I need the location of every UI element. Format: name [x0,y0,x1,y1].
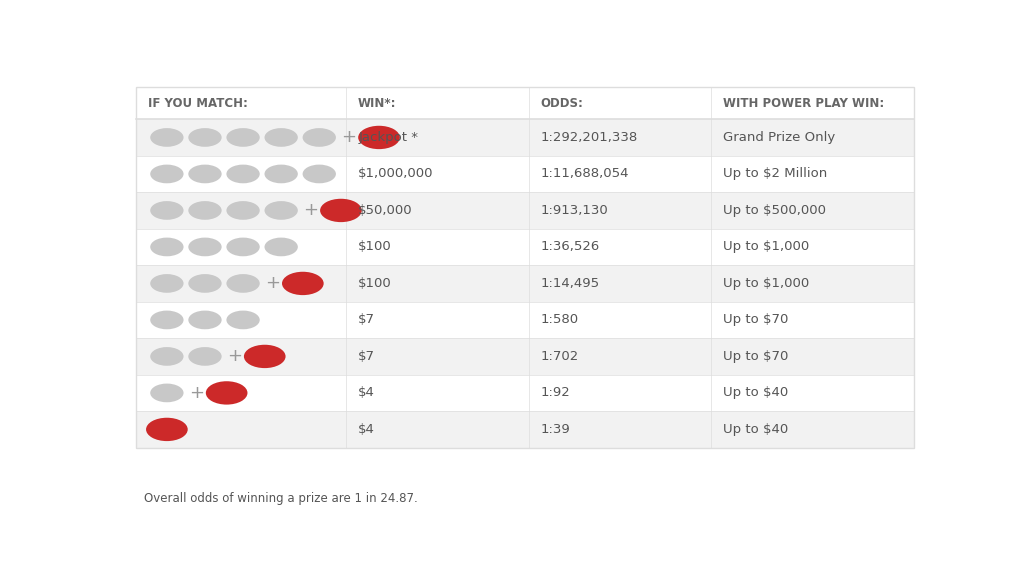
Text: Jackpot *: Jackpot * [358,131,418,144]
Text: ODDS:: ODDS: [541,97,584,110]
Circle shape [188,310,221,329]
Circle shape [226,165,260,183]
Circle shape [226,201,260,220]
Text: Grand Prize Only: Grand Prize Only [723,131,836,144]
Circle shape [206,381,248,405]
FancyBboxPatch shape [136,192,913,229]
Text: Up to $1,000: Up to $1,000 [723,277,809,290]
Text: Up to $2 Million: Up to $2 Million [723,168,827,180]
FancyBboxPatch shape [136,302,913,338]
Text: IF YOU MATCH:: IF YOU MATCH: [147,97,248,110]
Text: +: + [227,347,243,365]
Circle shape [264,238,298,256]
Circle shape [188,274,221,293]
Text: 1:913,130: 1:913,130 [541,204,608,217]
Text: $4: $4 [358,387,375,399]
Circle shape [151,238,183,256]
Text: +: + [303,202,318,220]
Text: +: + [189,384,204,402]
Text: Overall odds of winning a prize are 1 in 24.87.: Overall odds of winning a prize are 1 in… [143,492,418,505]
FancyBboxPatch shape [136,229,913,265]
Circle shape [244,344,286,368]
Circle shape [151,274,183,293]
Text: 1:292,201,338: 1:292,201,338 [541,131,638,144]
Circle shape [151,384,183,402]
FancyBboxPatch shape [136,155,913,192]
Text: Up to $70: Up to $70 [723,313,788,327]
Circle shape [151,347,183,366]
Text: 1:92: 1:92 [541,387,570,399]
Text: +: + [265,275,281,292]
FancyBboxPatch shape [136,338,913,375]
Circle shape [188,238,221,256]
Circle shape [226,238,260,256]
Text: Up to $1,000: Up to $1,000 [723,240,809,253]
Text: Up to $70: Up to $70 [723,350,788,363]
Circle shape [151,165,183,183]
Circle shape [226,310,260,329]
FancyBboxPatch shape [136,411,913,448]
FancyBboxPatch shape [136,265,913,302]
Text: $1,000,000: $1,000,000 [358,168,433,180]
Circle shape [188,165,221,183]
Circle shape [226,128,260,147]
Circle shape [303,165,336,183]
Text: 1:36,526: 1:36,526 [541,240,600,253]
Text: Up to $500,000: Up to $500,000 [723,204,826,217]
Circle shape [146,418,187,441]
Circle shape [151,201,183,220]
Text: $100: $100 [358,240,392,253]
Text: 1:11,688,054: 1:11,688,054 [541,168,629,180]
Circle shape [264,128,298,147]
Text: 1:702: 1:702 [541,350,579,363]
Text: $4: $4 [358,423,375,436]
Circle shape [188,128,221,147]
Circle shape [264,201,298,220]
Text: 1:14,495: 1:14,495 [541,277,600,290]
Circle shape [282,272,324,295]
Circle shape [188,347,221,366]
Text: WIN*:: WIN*: [358,97,396,110]
Text: 1:39: 1:39 [541,423,570,436]
Text: Up to $40: Up to $40 [723,387,788,399]
Circle shape [226,274,260,293]
Circle shape [358,126,399,149]
Text: Up to $40: Up to $40 [723,423,788,436]
Circle shape [188,201,221,220]
FancyBboxPatch shape [136,119,913,155]
Text: +: + [342,128,356,146]
FancyBboxPatch shape [136,375,913,411]
Circle shape [303,128,336,147]
Text: $100: $100 [358,277,392,290]
Circle shape [264,165,298,183]
Circle shape [151,310,183,329]
Text: $7: $7 [358,350,375,363]
Text: $50,000: $50,000 [358,204,413,217]
Text: $7: $7 [358,313,375,327]
Circle shape [151,128,183,147]
Circle shape [321,199,361,222]
Text: WITH POWER PLAY WIN:: WITH POWER PLAY WIN: [723,97,885,110]
Text: 1:580: 1:580 [541,313,579,327]
